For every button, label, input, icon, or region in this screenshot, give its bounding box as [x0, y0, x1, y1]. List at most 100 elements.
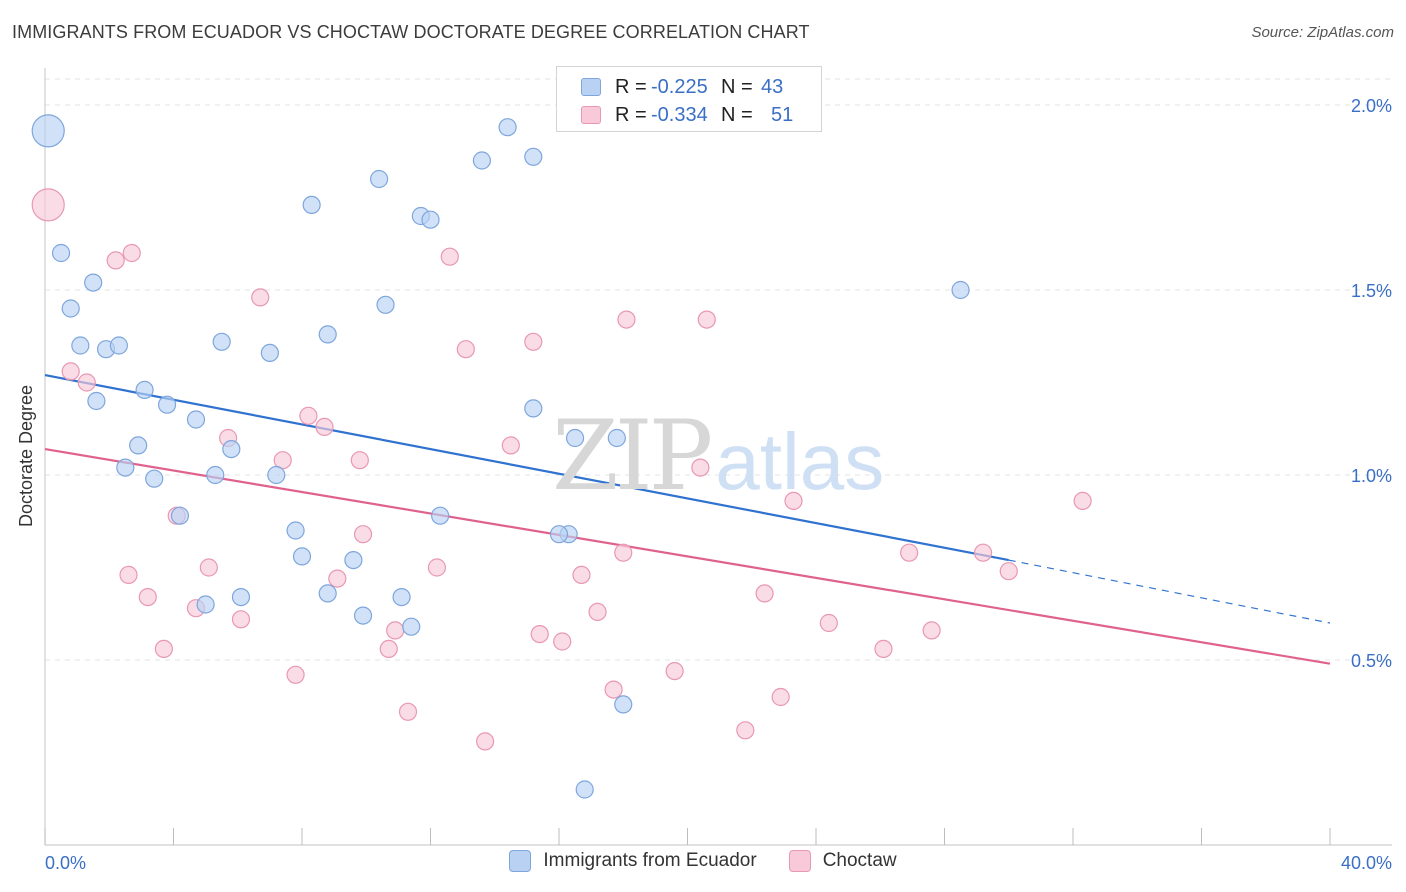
tick-labels: 0.5% 1.0% 1.5% 2.0% 0.0% 40.0% — [45, 96, 1392, 873]
y-tick-label: 0.5% — [1351, 651, 1392, 671]
choctaw-point — [61, 362, 80, 381]
n-value: 51 — [771, 103, 794, 126]
choctaw-point — [617, 310, 636, 329]
series-legend: Immigrants from Ecuador Choctaw — [0, 850, 1406, 872]
legend-label-choctaw: Choctaw — [822, 850, 897, 871]
choctaw-point — [398, 702, 418, 721]
ecuador-point — [565, 428, 585, 448]
r-value: -0.334 — [651, 103, 708, 126]
data-points[interactable] — [31, 114, 1092, 799]
ecuador-point — [87, 391, 106, 411]
legend-label-ecuador: Immigrants from Ecuador — [543, 850, 757, 871]
choctaw-point — [122, 243, 141, 263]
choctaw-legend-swatch — [788, 850, 811, 872]
ecuador-point — [376, 295, 395, 314]
choctaw-point — [328, 569, 347, 588]
choctaw-point — [456, 340, 475, 359]
choctaw-point — [784, 491, 803, 510]
ecuador-point — [116, 458, 135, 477]
choctaw-point — [379, 639, 398, 659]
ecuador-point — [575, 780, 594, 799]
ecuador-point — [157, 395, 177, 414]
choctaw-point — [286, 665, 305, 684]
choctaw-point — [440, 247, 459, 266]
ecuador-point — [260, 343, 279, 362]
x-tick-label: 40.0% — [1341, 853, 1392, 873]
choctaw-point — [251, 288, 270, 307]
choctaw-point — [819, 613, 838, 633]
choctaw-point — [755, 584, 774, 603]
n-label: N = — [721, 103, 753, 126]
ecuador-point — [222, 440, 241, 459]
choctaw-point — [665, 661, 684, 681]
chart-title: IMMIGRANTS FROM ECUADOR VS CHOCTAW DOCTO… — [12, 22, 810, 42]
stats-row-choctaw: R = -0.334 N = 51 — [557, 101, 793, 129]
ecuador-legend-swatch — [509, 850, 532, 872]
choctaw-point — [697, 310, 716, 329]
choctaw-point — [138, 587, 157, 607]
ecuador-point — [431, 506, 450, 525]
ecuador-point — [186, 410, 206, 429]
ecuador-point — [129, 436, 148, 455]
choctaw-point — [350, 451, 369, 470]
axes — [44, 68, 1392, 846]
ecuador-point — [170, 506, 190, 525]
ecuador-point — [292, 547, 312, 566]
choctaw-point — [31, 188, 65, 222]
ecuador-point — [318, 325, 337, 344]
ecuador-point — [318, 584, 337, 603]
choctaw-swatch — [581, 106, 601, 124]
x-tick-label: 0.0% — [45, 853, 86, 873]
ecuador-point — [286, 521, 305, 540]
ecuador-point — [212, 332, 231, 351]
legend-item-choctaw[interactable]: Choctaw — [788, 850, 897, 872]
ecuador-point — [84, 273, 103, 292]
ecuador-swatch — [581, 78, 601, 96]
ecuador-point — [607, 428, 626, 448]
ecuador-point — [135, 380, 154, 399]
choctaw-point — [736, 721, 755, 740]
choctaw-point — [106, 251, 125, 270]
ecuador-point — [302, 195, 321, 214]
ecuador-point — [71, 336, 90, 355]
choctaw-point — [501, 436, 520, 455]
choctaw-point — [353, 525, 373, 544]
choctaw-point — [771, 687, 790, 707]
trend-lines — [44, 374, 1331, 665]
ecuador-point — [392, 587, 411, 607]
y-tick-label: 2.0% — [1351, 96, 1392, 116]
choctaw-point — [427, 558, 447, 577]
stats-legend: R = -0.225 N = 43 R = -0.334 N = 51 — [556, 66, 822, 132]
grid-lines — [45, 78, 1392, 661]
ecuador-point — [196, 595, 215, 614]
choctaw-point — [553, 632, 572, 651]
choctaw-point — [119, 565, 138, 585]
legend-item-ecuador[interactable]: Immigrants from Ecuador — [509, 850, 757, 872]
ecuador-point — [472, 151, 491, 170]
choctaw-point — [299, 406, 318, 425]
r-value: -0.225 — [651, 75, 708, 98]
ecuador-point — [267, 465, 286, 485]
y-tick-label: 1.5% — [1351, 281, 1392, 301]
choctaw-point — [199, 558, 218, 577]
choctaw-point — [614, 543, 633, 562]
ecuador-point — [549, 525, 569, 544]
choctaw-point — [874, 639, 893, 659]
ecuador-point — [231, 587, 251, 607]
r-label: R = — [615, 75, 647, 98]
ecuador-trend-line — [44, 374, 1009, 562]
choctaw-point — [386, 621, 405, 640]
choctaw-point — [604, 680, 623, 699]
ecuador-point — [61, 299, 80, 318]
y-axis-label: Doctorate Degree — [16, 384, 36, 528]
ecuador-point — [206, 465, 225, 485]
ecuador-point — [421, 210, 440, 229]
ecuador-point — [145, 469, 164, 488]
stats-row-ecuador: R = -0.225 N = 43 — [557, 73, 783, 101]
n-label: N = — [721, 75, 753, 98]
choctaw-point — [476, 732, 495, 751]
y-tick-label: 1.0% — [1351, 466, 1392, 486]
ecuador-point — [370, 169, 389, 189]
choctaw-point — [524, 332, 543, 351]
